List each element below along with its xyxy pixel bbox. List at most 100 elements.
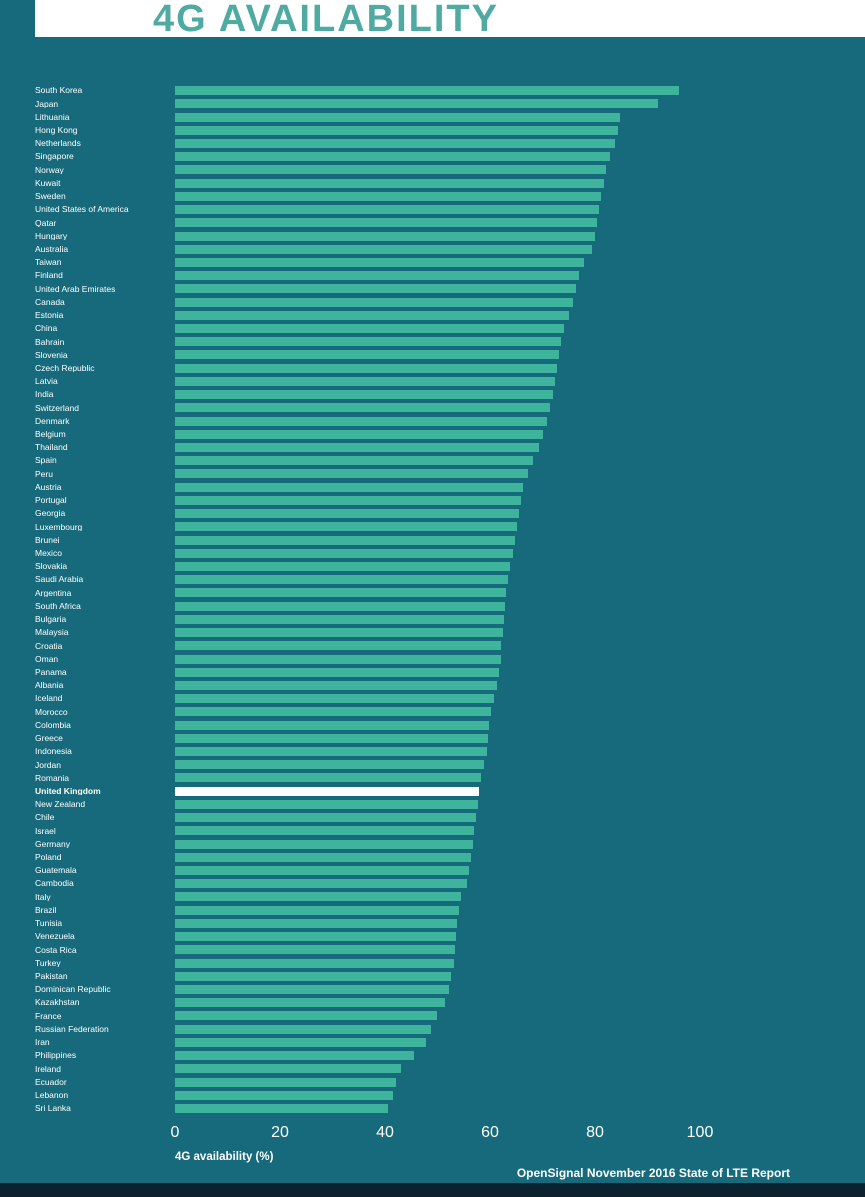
value-bar xyxy=(175,813,476,823)
value-bar xyxy=(175,99,658,109)
country-label: Croatia xyxy=(35,641,63,651)
chart-row: Qatar xyxy=(35,216,865,229)
value-bar xyxy=(175,178,604,188)
country-label: South Korea xyxy=(35,86,83,95)
value-bar xyxy=(175,641,502,651)
country-label: New Zealand xyxy=(35,800,86,809)
bar-track xyxy=(175,1011,865,1021)
country-label: Czech Republic xyxy=(35,363,95,373)
chart-row: Malaysia xyxy=(35,626,865,639)
chart-row: Italy xyxy=(35,890,865,903)
country-label: Costa Rica xyxy=(35,945,77,955)
bar-track xyxy=(175,799,865,809)
value-bar xyxy=(175,218,598,228)
country-label: Argentina xyxy=(35,588,72,598)
chart-row: Canada xyxy=(35,296,865,309)
value-bar xyxy=(175,905,460,915)
value-bar xyxy=(175,509,519,519)
chart-row: Saudi Arabia xyxy=(35,573,865,586)
country-label: Canada xyxy=(35,297,65,307)
chart-row: China xyxy=(35,322,865,335)
country-label: Albania xyxy=(35,681,64,690)
chart-row: Guatemala xyxy=(35,864,865,877)
country-label: Sweden xyxy=(35,192,66,201)
country-label: Luxembourg xyxy=(35,522,83,532)
bar-track xyxy=(175,971,865,981)
chart-row: France xyxy=(35,1009,865,1022)
bar-track xyxy=(175,1024,865,1034)
value-bar xyxy=(175,1011,437,1021)
value-bar xyxy=(175,984,450,994)
bar-track xyxy=(175,839,865,849)
chart-row: Czech Republic xyxy=(35,362,865,375)
chart-row: Belgium xyxy=(35,428,865,441)
value-bar xyxy=(175,1037,426,1047)
country-label: Kuwait xyxy=(35,178,61,188)
bar-track xyxy=(175,244,865,254)
chart-row: Ireland xyxy=(35,1062,865,1075)
country-label: Lebanon xyxy=(35,1090,69,1100)
chart-row: Chile xyxy=(35,811,865,824)
chart-row: Australia xyxy=(35,243,865,256)
country-label: United Kingdom xyxy=(35,786,101,796)
value-bar xyxy=(175,165,607,175)
value-bar xyxy=(175,826,474,836)
bar-track xyxy=(175,443,865,453)
value-bar xyxy=(175,231,595,241)
chart-row: New Zealand xyxy=(35,798,865,811)
value-bar xyxy=(175,958,454,968)
chart-row: Cambodia xyxy=(35,877,865,890)
value-bar xyxy=(175,456,534,466)
chart-row: Albania xyxy=(35,679,865,692)
country-label: Spain xyxy=(35,456,57,465)
country-label: Italy xyxy=(35,892,51,902)
value-bar xyxy=(175,1103,389,1113)
chart-row: Philippines xyxy=(35,1049,865,1062)
chart-row: Thailand xyxy=(35,441,865,454)
chart-row: Germany xyxy=(35,837,865,850)
bar-track xyxy=(175,1064,865,1074)
chart-row: Taiwan xyxy=(35,256,865,269)
bar-track xyxy=(175,297,865,307)
bar-track xyxy=(175,178,865,188)
chart-row: United States of America xyxy=(35,203,865,216)
country-label: Australia xyxy=(35,244,69,254)
bar-track xyxy=(175,654,865,664)
chart-row: Finland xyxy=(35,269,865,282)
source-attribution: OpenSignal November 2016 State of LTE Re… xyxy=(516,1166,790,1180)
bar-track xyxy=(175,892,865,902)
value-bar xyxy=(175,350,559,360)
chart-row: India xyxy=(35,388,865,401)
chart-row: Indonesia xyxy=(35,745,865,758)
chart-row: Kuwait xyxy=(35,177,865,190)
value-bar xyxy=(175,588,506,598)
value-bar xyxy=(175,799,478,809)
bar-track xyxy=(175,575,865,585)
chart-row: Sweden xyxy=(35,190,865,203)
bar-track xyxy=(175,932,865,942)
country-label: Finland xyxy=(35,271,63,280)
bar-track xyxy=(175,482,865,492)
chart-row: Lithuania xyxy=(35,110,865,123)
chart-row: Colombia xyxy=(35,719,865,732)
bar-track xyxy=(175,310,865,320)
bar-track xyxy=(175,495,865,505)
chart-row: Argentina xyxy=(35,586,865,599)
bar-track xyxy=(175,416,865,426)
chart-row: Latvia xyxy=(35,375,865,388)
country-label: Tunisia xyxy=(35,919,63,928)
bar-track xyxy=(175,138,865,148)
bar-track xyxy=(175,747,865,757)
value-bar xyxy=(175,575,508,585)
country-label: Portugal xyxy=(35,496,67,505)
value-bar xyxy=(175,443,539,453)
bar-track xyxy=(175,112,865,122)
chart-row: Brunei xyxy=(35,533,865,546)
value-bar xyxy=(175,482,524,492)
country-label: Colombia xyxy=(35,720,71,730)
bar-track xyxy=(175,548,865,558)
x-tick-label: 100 xyxy=(686,1124,714,1141)
country-label: Slovakia xyxy=(35,562,68,571)
value-bar xyxy=(175,654,501,664)
